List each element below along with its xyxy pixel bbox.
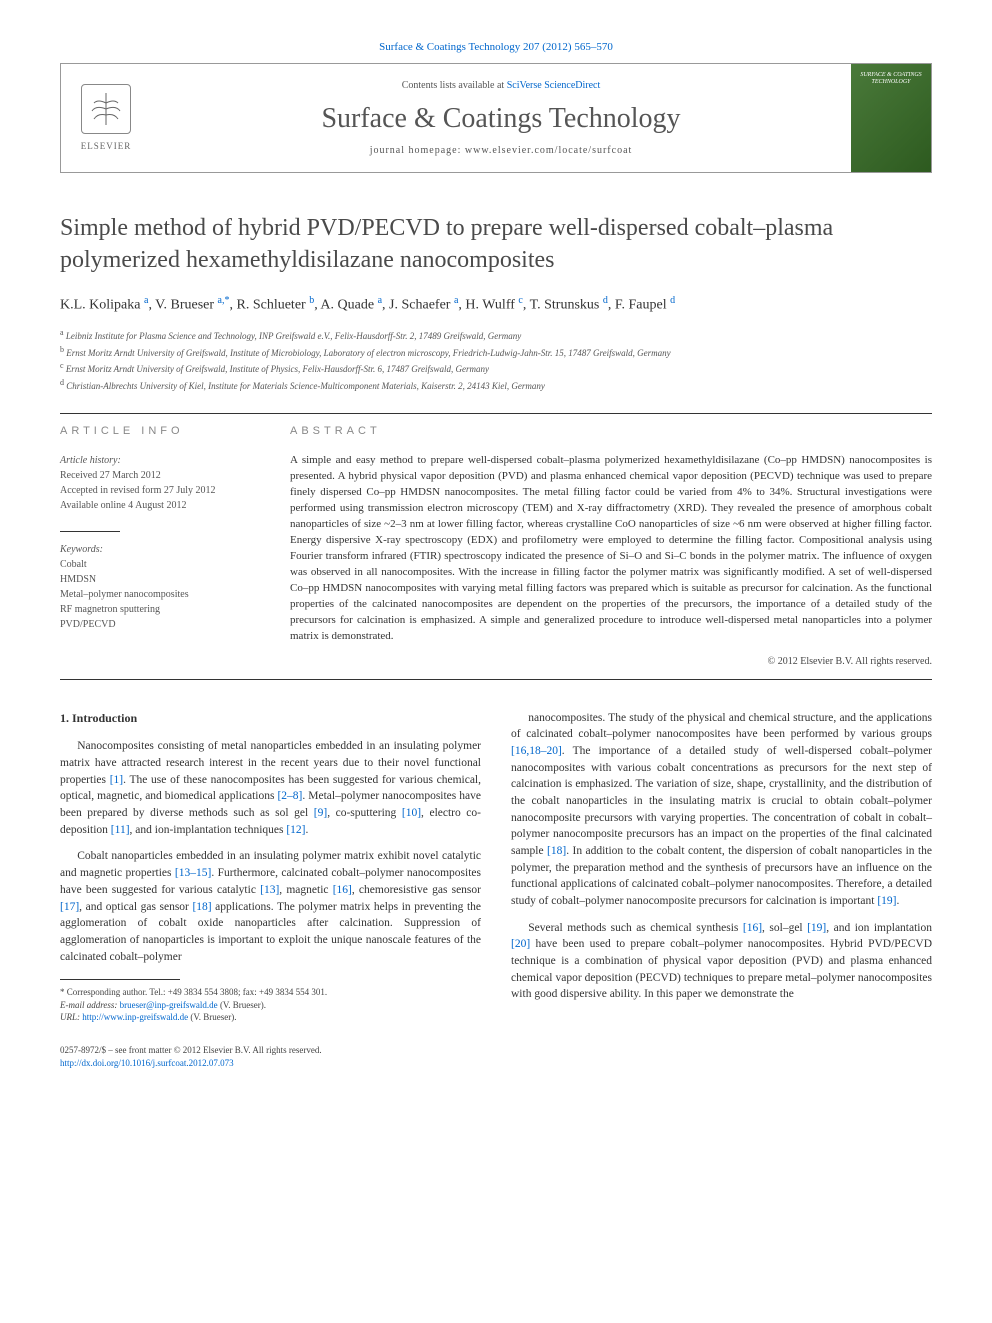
elsevier-label: ELSEVIER (81, 140, 132, 153)
history-line: Received 27 March 2012 (60, 468, 260, 483)
journal-name: Surface & Coatings Technology (161, 99, 841, 138)
citation-ref[interactable]: [16,18–20] (511, 745, 562, 757)
citation-ref[interactable]: [16] (743, 922, 762, 934)
corr-line: * Corresponding author. Tel.: +49 3834 5… (60, 986, 481, 999)
elsevier-logo: ELSEVIER (61, 64, 151, 172)
abstract-label: ABSTRACT (290, 424, 932, 439)
citation-ref[interactable]: [18] (192, 901, 211, 913)
cover-title: SURFACE & COATINGS TECHNOLOGY (855, 72, 927, 85)
citation-ref[interactable]: [13–15] (175, 867, 211, 879)
citation-ref[interactable]: [18] (547, 845, 566, 857)
affiliation: c Ernst Moritz Arndt University of Greif… (60, 360, 932, 377)
citation-ref[interactable]: [10] (402, 807, 421, 819)
url-who: (V. Brueser). (190, 1012, 236, 1022)
footnote-rule (60, 979, 180, 980)
email-label: E-mail address: (60, 1000, 117, 1010)
email-who: (V. Brueser). (220, 1000, 266, 1010)
citation-ref[interactable]: [11] (111, 824, 130, 836)
body-paragraph: Nanocomposites consisting of metal nanop… (60, 738, 481, 838)
article-history: Article history: Received 27 March 2012 … (60, 453, 260, 513)
article-info-label: ARTICLE INFO (60, 424, 260, 439)
citation-ref[interactable]: [2–8] (277, 790, 302, 802)
citation-ref[interactable]: [13] (260, 884, 279, 896)
keywords-block: Keywords: Cobalt HMDSN Metal–polymer nan… (60, 542, 260, 632)
bottom-meta: 0257-8972/$ – see front matter © 2012 El… (60, 1044, 481, 1069)
section-heading: 1. Introduction (60, 710, 481, 727)
journal-issue-text[interactable]: Surface & Coatings Technology 207 (2012)… (379, 41, 613, 53)
affiliation: b Ernst Moritz Arndt University of Greif… (60, 344, 932, 361)
citation-ref[interactable]: [1] (110, 774, 123, 786)
email-line: E-mail address: brueser@inp-greifswald.d… (60, 999, 481, 1012)
article-title: Simple method of hybrid PVD/PECVD to pre… (60, 213, 932, 275)
history-line: Available online 4 August 2012 (60, 498, 260, 513)
rule-short (60, 531, 120, 532)
body-right-column: nanocomposites. The study of the physica… (511, 710, 932, 1070)
citation-ref[interactable]: [20] (511, 938, 530, 950)
doi-link[interactable]: http://dx.doi.org/10.1016/j.surfcoat.201… (60, 1058, 234, 1068)
citation-ref[interactable]: [19] (877, 895, 896, 907)
citation-ref[interactable]: [12] (286, 824, 305, 836)
corr-email-link[interactable]: brueser@inp-greifswald.de (120, 1000, 218, 1010)
url-label: URL: (60, 1012, 80, 1022)
corr-url-link[interactable]: http://www.inp-greifswald.de (82, 1012, 188, 1022)
rule (60, 679, 932, 680)
article-info-column: ARTICLE INFO Article history: Received 2… (60, 424, 260, 669)
body-left-column: 1. Introduction Nanocomposites consistin… (60, 710, 481, 1070)
body-paragraph: Cobalt nanoparticles embedded in an insu… (60, 848, 481, 965)
author-list: K.L. Kolipaka a, V. Brueser a,*, R. Schl… (60, 294, 932, 315)
contents-line: Contents lists available at SciVerse Sci… (161, 79, 841, 93)
journal-issue-link[interactable]: Surface & Coatings Technology 207 (2012)… (60, 40, 932, 55)
affiliations: a Leibniz Institute for Plasma Science a… (60, 327, 932, 393)
url-line: URL: http://www.inp-greifswald.de (V. Br… (60, 1011, 481, 1024)
citation-ref[interactable]: [16] (333, 884, 352, 896)
citation-ref[interactable]: [17] (60, 901, 79, 913)
affiliation: d Christian-Albrechts University of Kiel… (60, 377, 932, 394)
issn-line: 0257-8972/$ – see front matter © 2012 El… (60, 1044, 481, 1057)
sciencedirect-link[interactable]: SciVerse ScienceDirect (507, 80, 601, 91)
keyword: RF magnetron sputtering (60, 602, 260, 617)
rule (60, 413, 932, 414)
keyword: Metal–polymer nanocomposites (60, 587, 260, 602)
homepage-line: journal homepage: www.elsevier.com/locat… (161, 144, 841, 158)
body-paragraph: nanocomposites. The study of the physica… (511, 710, 932, 910)
abstract-text: A simple and easy method to prepare well… (290, 453, 932, 644)
journal-header: ELSEVIER Contents lists available at Sci… (60, 63, 932, 173)
journal-cover-thumb: SURFACE & COATINGS TECHNOLOGY (851, 64, 931, 172)
corresponding-footnote: * Corresponding author. Tel.: +49 3834 5… (60, 986, 481, 1024)
abstract-column: ABSTRACT A simple and easy method to pre… (290, 424, 932, 669)
citation-ref[interactable]: [19] (807, 922, 826, 934)
keyword: PVD/PECVD (60, 617, 260, 632)
affiliation: a Leibniz Institute for Plasma Science a… (60, 327, 932, 344)
header-center: Contents lists available at SciVerse Sci… (151, 71, 851, 166)
history-head: Article history: (60, 453, 260, 468)
contents-prefix: Contents lists available at (402, 80, 507, 91)
abstract-copyright: © 2012 Elsevier B.V. All rights reserved… (290, 655, 932, 669)
keywords-head: Keywords: (60, 542, 260, 557)
history-line: Accepted in revised form 27 July 2012 (60, 483, 260, 498)
citation-ref[interactable]: [9] (314, 807, 327, 819)
keyword: HMDSN (60, 572, 260, 587)
body-paragraph: Several methods such as chemical synthes… (511, 920, 932, 1003)
keyword: Cobalt (60, 557, 260, 572)
elsevier-tree-icon (81, 84, 131, 134)
